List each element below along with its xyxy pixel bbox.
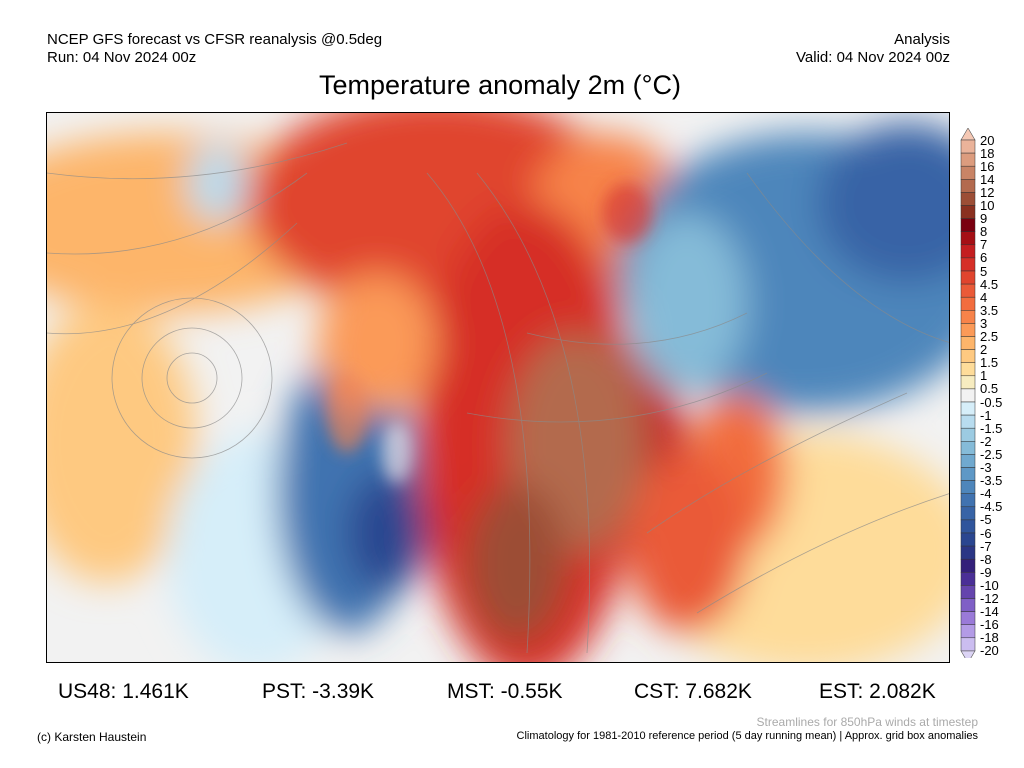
colorbar-swatch: [960, 454, 976, 468]
colorbar-label: 20: [980, 132, 995, 148]
colorbar-label: -0.5: [980, 394, 1003, 410]
colorbar-swatch: [960, 375, 976, 390]
colorbar-label: -9: [980, 564, 992, 580]
colorbar-swatch: [960, 218, 976, 232]
colorbar-label: -20: [980, 643, 999, 659]
colorbar-label: 7: [980, 237, 988, 253]
colorbar-triangle-bottom: [960, 650, 976, 658]
colorbar-label: 0.5: [980, 381, 999, 397]
colorbar-label: 9: [980, 211, 988, 227]
colorbar-swatch: [960, 244, 976, 259]
colorbar-swatch: [960, 611, 976, 625]
run-time: Run: 04 Nov 2024 00z: [47, 49, 197, 66]
colorbar-label: -10: [980, 577, 999, 593]
climatology-note: Climatology for 1981-2010 reference peri…: [516, 730, 978, 742]
colorbar-label: 16: [980, 158, 995, 174]
colorbar-swatch: [960, 310, 976, 324]
valid-time: Valid: 04 Nov 2024 00z: [796, 49, 950, 66]
colorbar-label: -1: [980, 407, 992, 423]
colorbar-swatch: [960, 441, 976, 455]
colorbar-swatch: [960, 152, 976, 167]
colorbar-swatch: [960, 231, 976, 246]
analysis-label: Analysis: [894, 31, 950, 48]
colorbar-swatch: [960, 493, 976, 508]
colorbar-swatch: [960, 585, 976, 599]
colorbar-label: -8: [980, 551, 992, 567]
colorbar-label: -14: [980, 604, 999, 620]
colorbar-label: -1.5: [980, 420, 1003, 436]
colorbar-label: 5: [980, 263, 988, 279]
colorbar-label: 2: [980, 342, 988, 358]
colorbar-swatch: [960, 401, 976, 416]
stat-mst: MST: -0.55K: [447, 680, 563, 703]
colorbar-swatch: [960, 572, 976, 586]
stat-pst: PST: -3.39K: [262, 680, 375, 703]
colorbar-swatch: [960, 480, 976, 494]
colorbar-label: 2.5: [980, 329, 999, 344]
colorbar-swatch: [960, 558, 976, 573]
stat-est: EST: 2.082K: [819, 680, 936, 703]
colorbar-swatch: [960, 506, 976, 521]
colorbar-label: -2: [980, 433, 992, 449]
colorbar-label: 6: [980, 250, 988, 266]
model-info: NCEP GFS forecast vs CFSR reanalysis @0.…: [47, 31, 383, 48]
colorbar-swatch: [960, 388, 976, 403]
colorbar-swatch: [960, 179, 976, 193]
colorbar-swatch: [960, 205, 976, 219]
colorbar-label: -3: [980, 460, 992, 475]
colorbar-swatch: [960, 598, 976, 612]
colorbar-label: 3: [980, 315, 988, 331]
colorbar-label: 18: [980, 145, 995, 161]
colorbar-swatch: [960, 139, 976, 154]
colorbar-label: -7: [980, 538, 992, 554]
anomaly-field: [47, 113, 949, 662]
colorbar-swatch: [960, 637, 976, 652]
colorbar-swatch: [960, 296, 976, 311]
colorbar-swatch: [960, 270, 976, 285]
colorbar-label: 3.5: [980, 302, 999, 318]
colorbar-label: -16: [980, 617, 999, 633]
colorbar-swatch: [960, 467, 976, 481]
colorbar-swatch: [960, 414, 976, 429]
colorbar-swatch: [960, 545, 976, 560]
colorbar-swatch: [960, 257, 976, 272]
colorbar-label: 8: [980, 224, 988, 240]
colorbar-label: -6: [980, 525, 992, 541]
colorbar-label: 1.5: [980, 355, 999, 371]
colorbar-swatch: [960, 323, 976, 337]
colorbar-label: 4: [980, 289, 988, 305]
colorbar-swatch: [960, 192, 976, 206]
colorbar-label: -12: [980, 591, 999, 606]
colorbar-label: -18: [980, 630, 999, 646]
colorbar-swatch: [960, 532, 976, 547]
colorbar-label: -3.5: [980, 473, 1003, 489]
colorbar-swatch: [960, 165, 976, 180]
colorbar-swatch: [960, 362, 976, 377]
stat-cst: CST: 7.682K: [634, 680, 752, 703]
colorbar-swatch: [960, 349, 976, 363]
colorbar-label: 4.5: [980, 276, 999, 292]
colorbar-swatch: [960, 624, 976, 639]
colorbar-swatch: [960, 519, 976, 534]
colorbar-label: 1: [980, 368, 988, 384]
colorbar-label: 14: [980, 171, 995, 187]
colorbar-swatch: [960, 283, 976, 298]
colorbar-label: -5: [980, 512, 992, 528]
anomaly-map: [46, 112, 950, 663]
colorbar-triangle-top: [960, 128, 976, 141]
streamlines: [47, 142, 949, 654]
colorbar-swatch: [960, 427, 976, 442]
colorbar-label: -2.5: [980, 446, 1003, 462]
colorbar-label: 12: [980, 184, 995, 200]
colorbar-label: 10: [980, 198, 995, 213]
colorbar-label: -4: [980, 486, 992, 502]
colorbar: [960, 128, 976, 658]
stat-us48: US48: 1.461K: [58, 680, 189, 703]
page-title: Temperature anomaly 2m (°C): [319, 70, 681, 100]
streamlines-note: Streamlines for 850hPa winds at timestep: [756, 715, 978, 729]
colorbar-swatch: [960, 336, 976, 350]
copyright: (c) Karsten Haustein: [37, 730, 147, 744]
colorbar-label: -4.5: [980, 499, 1003, 515]
